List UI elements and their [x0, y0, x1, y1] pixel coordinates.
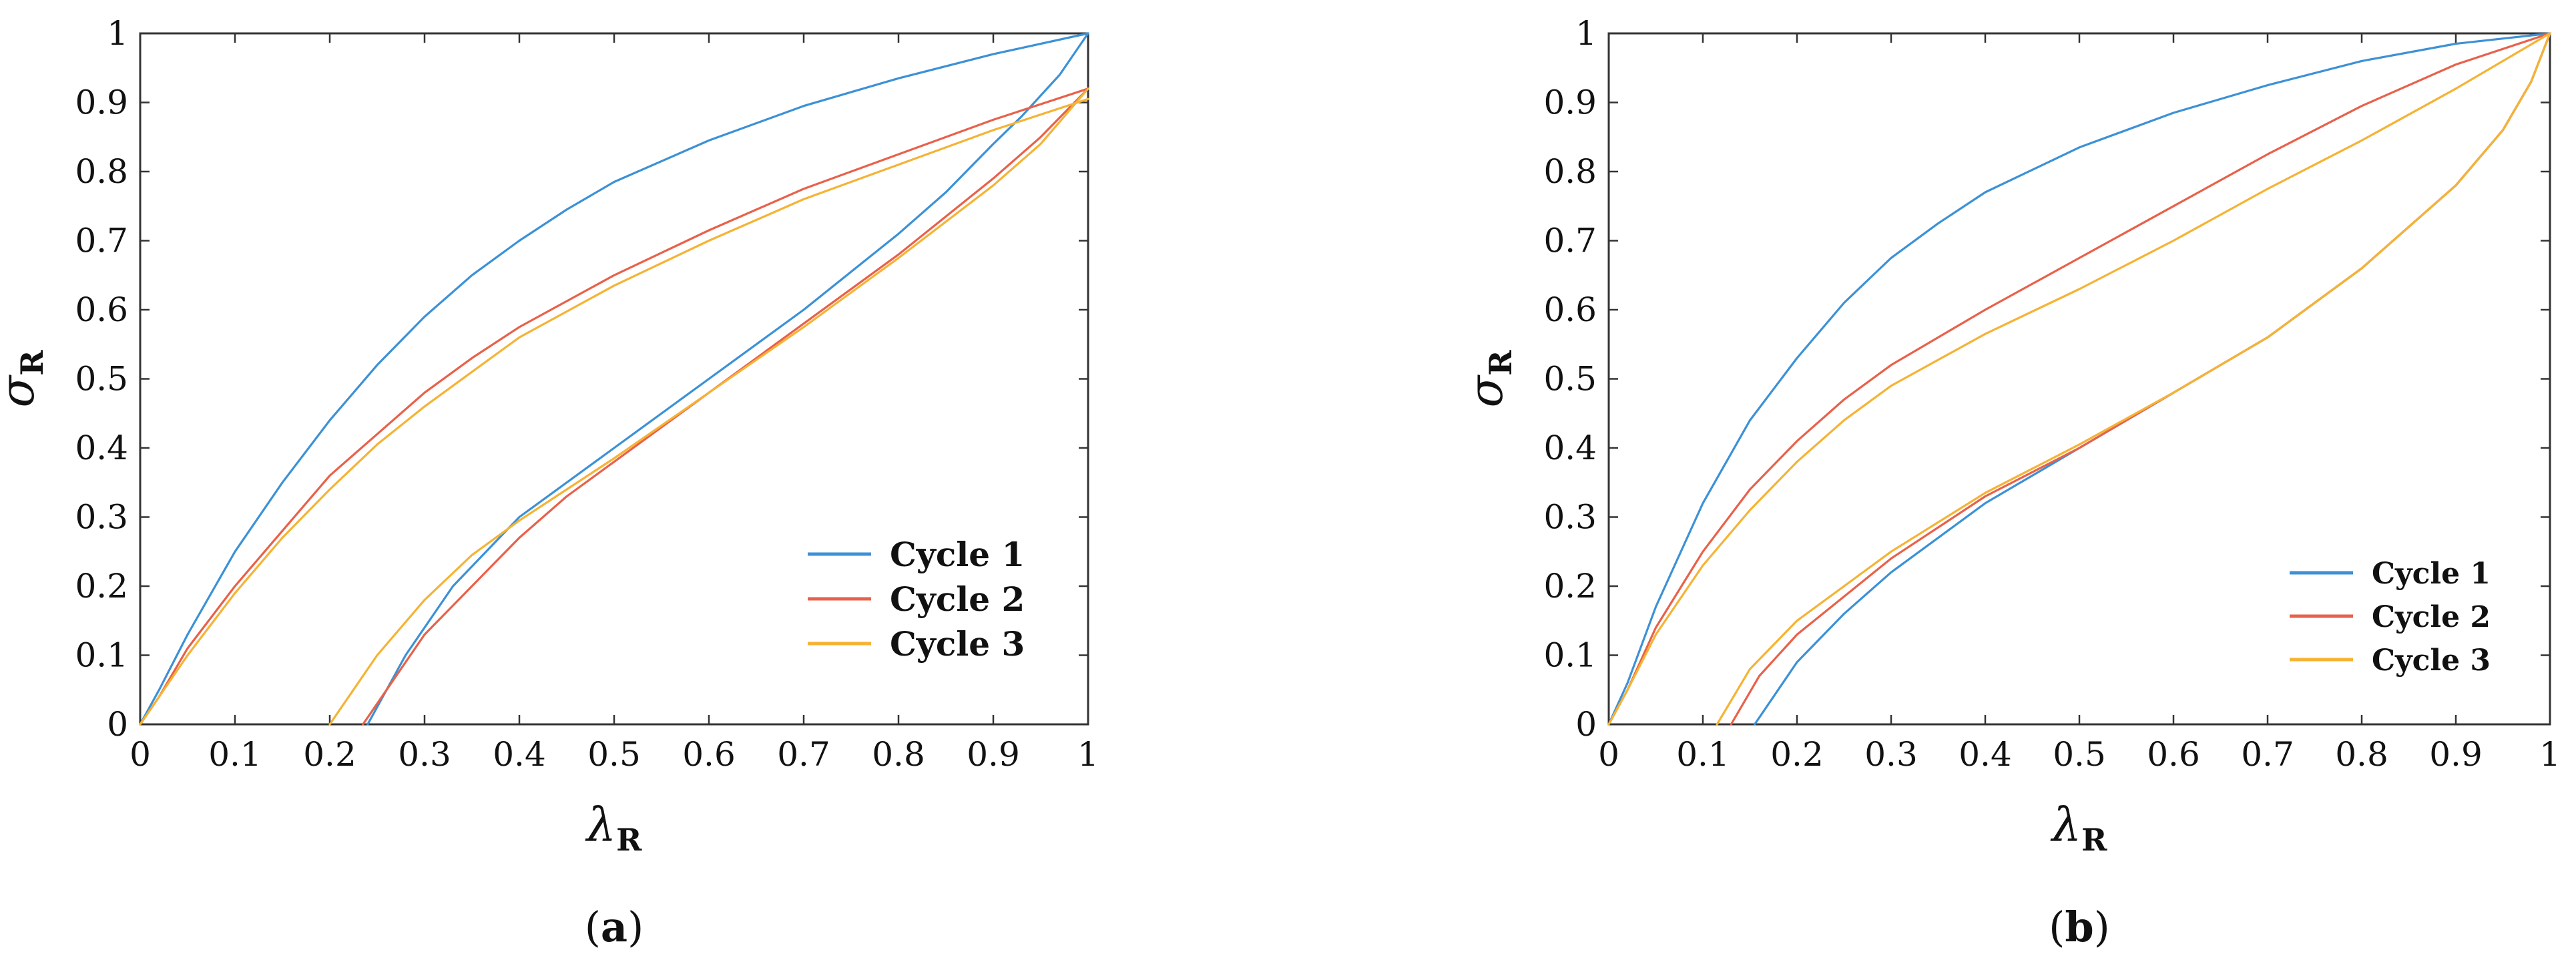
chart-panel-a: 0 0.1 0.2 0.3 0.4 0.5 0.6 0.7 0.8 0.9 1 0 0.1 0.2 0.3 0… — [0, 14, 1099, 951]
x-axis-label: λR — [2050, 798, 2107, 858]
x-tick-label: 0.4 — [493, 735, 546, 774]
y-tick-label: 0.3 — [75, 498, 128, 537]
legend-label-cycle-1: Cycle 1 — [890, 535, 1025, 574]
legend-label-cycle-2: Cycle 2 — [2372, 600, 2491, 634]
x-tick-label: 0.6 — [682, 735, 736, 774]
x-tick-label: 0 — [130, 735, 151, 774]
x-tick-label: 0.5 — [587, 735, 641, 774]
x-tick-label: 0.8 — [872, 735, 925, 774]
x-tick-label: 0.9 — [967, 735, 1020, 774]
series-line-cycle-2-loading — [1607, 32, 2551, 726]
y-tick-label: 0.8 — [1543, 152, 1597, 191]
x-tick-label: 0.1 — [1676, 735, 1730, 774]
y-tick-label: 0.3 — [1543, 498, 1597, 537]
x-tick-label: 0.8 — [2335, 735, 2388, 774]
y-tick-label: 0.4 — [75, 429, 128, 467]
series-line-cycle-1-loading — [139, 32, 1089, 726]
y-tick-label: 0.4 — [1543, 429, 1597, 467]
y-tick-label: 0.6 — [1543, 290, 1597, 329]
y-tick-label: 0.7 — [1543, 222, 1597, 260]
y-tick-label: 0 — [107, 705, 128, 744]
x-tick-label: 0.7 — [777, 735, 830, 774]
x-tick-label: 0.7 — [2241, 735, 2294, 774]
x-tick-label: 0.3 — [1864, 735, 1918, 774]
y-axis-label: σR — [1459, 350, 1519, 408]
legend: Cycle 1 Cycle 2 Cycle 3 — [2290, 557, 2491, 678]
y-tick-label: 0.5 — [75, 360, 128, 399]
y-tick-label: 0.7 — [75, 222, 128, 260]
x-tick-label: 0.3 — [398, 735, 451, 774]
y-tick-label: 0.8 — [75, 152, 128, 191]
panel-caption: (b) — [2049, 903, 2110, 951]
x-tick-label: 0.9 — [2429, 735, 2483, 774]
chart-panel-b: 0 0.1 0.2 0.3 0.4 0.5 0.6 0.7 0.8 0.9 1 0 0.1 0.2 0.3 0… — [1459, 14, 2561, 951]
x-axis-label: λR — [585, 798, 642, 858]
x-tick-label: 0.5 — [2053, 735, 2106, 774]
x-tick-label: 0.2 — [1770, 735, 1824, 774]
y-tick-label: 0.6 — [75, 290, 128, 329]
y-tick-label: 0 — [1575, 705, 1597, 744]
legend-label-cycle-1: Cycle 1 — [2372, 557, 2491, 591]
y-tick-label: 0.1 — [75, 636, 128, 675]
series-line-cycle-3-unloading — [1716, 32, 2551, 726]
series-line-cycle-1-loading — [1607, 32, 2551, 726]
y-tick-label: 1 — [1575, 14, 1597, 53]
x-tick-label: 0.6 — [2147, 735, 2200, 774]
y-tick-label: 0.9 — [1543, 83, 1597, 122]
y-tick-label: 0.5 — [1543, 360, 1597, 399]
y-axis-label: σR — [0, 350, 50, 408]
legend-label-cycle-2: Cycle 2 — [890, 579, 1025, 619]
series-line-cycle-3-loading — [139, 97, 1089, 726]
x-tick-label: 0.4 — [1959, 735, 2012, 774]
y-tick-label: 1 — [107, 14, 128, 53]
series-line-cycle-3-unloading — [328, 87, 1089, 726]
y-tick-label: 0.2 — [75, 567, 128, 606]
legend: Cycle 1 Cycle 2 Cycle 3 — [808, 535, 1025, 664]
x-tick-label: 0 — [1598, 735, 1619, 774]
series-line-cycle-2-unloading — [362, 87, 1089, 726]
y-tick-label: 0.2 — [1543, 567, 1597, 606]
series-line-cycle-1-unloading — [366, 32, 1089, 726]
panel-caption: (a) — [585, 903, 644, 951]
x-tick-label: 0.2 — [303, 735, 356, 774]
series-line-cycle-2-loading — [139, 87, 1089, 726]
x-tick-label: 0.1 — [208, 735, 262, 774]
legend-label-cycle-3: Cycle 3 — [890, 624, 1025, 664]
x-tick-label: 1 — [1077, 735, 1099, 774]
legend-label-cycle-3: Cycle 3 — [2372, 644, 2491, 678]
x-tick-label: 1 — [2539, 735, 2561, 774]
y-tick-label: 0.1 — [1543, 636, 1597, 675]
series-line-cycle-3-loading — [1607, 32, 2551, 726]
y-tick-label: 0.9 — [75, 83, 128, 122]
